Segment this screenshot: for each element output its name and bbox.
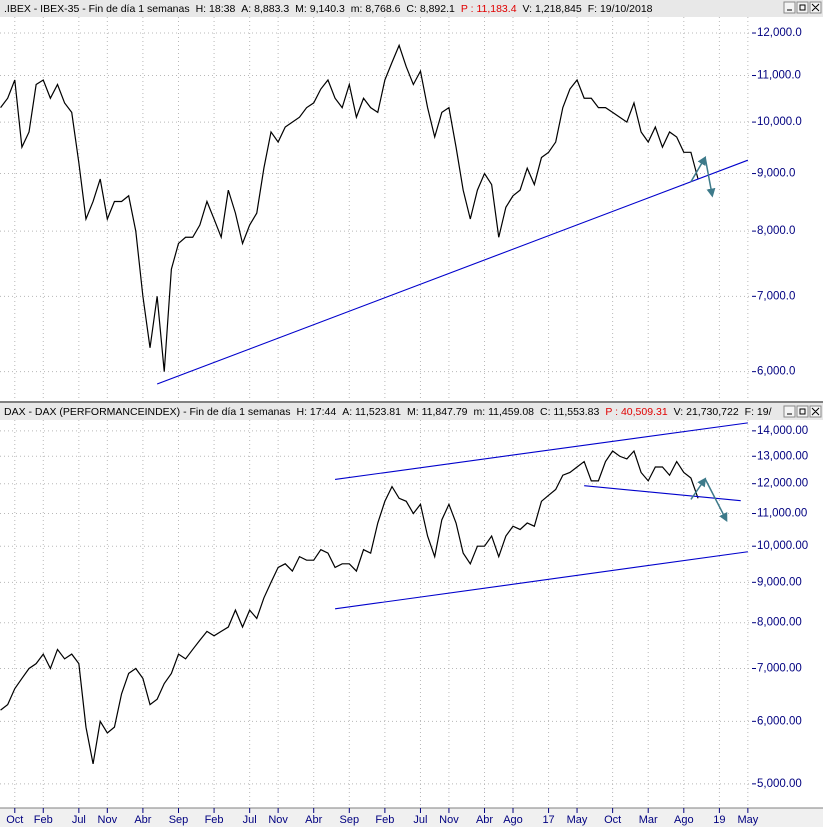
header-item: m: 11,459.08	[474, 406, 535, 418]
x-tick-label: Nov	[439, 814, 459, 826]
price-line	[0, 43, 699, 372]
maximize-button[interactable]	[796, 1, 809, 14]
x-tick-label: Abr	[305, 814, 322, 826]
header-item: C: 11,553.83	[540, 406, 600, 418]
plot-area	[0, 17, 752, 401]
pane-header-bar	[0, 0, 823, 17]
trendline	[584, 485, 741, 502]
x-tick-label: Sep	[169, 814, 189, 826]
minimize-button[interactable]	[783, 1, 796, 14]
x-tick-label: Ago	[674, 814, 694, 826]
header-item: C: 8,892.1	[406, 3, 455, 15]
y-tick-label: 10,000.0	[757, 116, 802, 128]
header-item: F: 19/10/2018	[588, 3, 653, 15]
x-tick-label: Oct	[6, 814, 23, 826]
maximize-button[interactable]	[796, 405, 809, 418]
x-axis-band	[0, 808, 823, 827]
x-tick-label: May	[737, 814, 758, 826]
x-tick-label: Feb	[375, 814, 394, 826]
x-tick-label: Feb	[34, 814, 53, 826]
pane-header: .IBEX - IBEX-35 - Fin de día 1 semanas H:…	[4, 3, 653, 15]
button-icons	[787, 3, 820, 12]
header-item: A: 8,883.3	[241, 3, 289, 15]
header-item: V: 21,730,722	[674, 406, 739, 418]
y-tick-label: 10,000.00	[757, 540, 808, 552]
price-line	[0, 449, 699, 764]
x-tick-label: Jul	[72, 814, 86, 826]
header-item: P : 40,509.31	[605, 406, 667, 418]
header-item: P : 11,183.4	[461, 3, 517, 15]
y-tick-label: 13,000.00	[757, 450, 808, 462]
x-tick-label: Feb	[205, 814, 224, 826]
header-item: H: 17:44	[297, 406, 337, 418]
y-tick-label: 7,000.00	[757, 663, 802, 675]
y-tick-label: 11,000.0	[757, 70, 801, 82]
y-tick-label: 5,000.00	[757, 778, 802, 790]
y-tick-label: 6,000.00	[757, 715, 802, 727]
pane-header: DAX - DAX (PERFORMANCEINDEX) - Fin de dí…	[4, 406, 772, 418]
y-tick-label: 9,000.00	[757, 576, 802, 588]
x-tick-label: Ago	[503, 814, 523, 826]
header-item: DAX - DAX (PERFORMANCEINDEX) - Fin de dí…	[4, 406, 291, 418]
y-tick-label: 11,000.00	[757, 508, 807, 520]
y-tick-label: 7,000.0	[757, 290, 795, 302]
x-tick-label: Jul	[243, 814, 257, 826]
header-item: A: 11,523.81	[342, 406, 401, 418]
minimize-button[interactable]	[783, 405, 796, 418]
y-tick-label: 8,000.0	[757, 225, 795, 237]
x-tick-label: May	[567, 814, 588, 826]
pane-header-bar	[0, 403, 823, 420]
y-tick-label: 6,000.0	[757, 366, 795, 378]
plot-area	[0, 420, 752, 808]
header-item: H: 18:38	[196, 3, 236, 15]
y-tick-label: 12,000.0	[757, 27, 802, 39]
x-tick-label: Nov	[268, 814, 288, 826]
projection-arrow	[690, 155, 707, 183]
y-tick-label: 9,000.0	[757, 168, 795, 180]
button-icons	[787, 407, 820, 416]
y-tick-label: 12,000.00	[757, 478, 808, 490]
trendline	[334, 551, 748, 610]
header-item: M: 9,140.3	[295, 3, 345, 15]
projection-arrow	[704, 478, 728, 523]
trendline	[334, 422, 748, 480]
x-tick-label: Abr	[134, 814, 151, 826]
window-buttons[interactable]	[783, 1, 822, 418]
header-item: m: 8,768.6	[351, 3, 401, 15]
x-tick-label: Nov	[98, 814, 118, 826]
header-item: M: 11,847.79	[407, 406, 468, 418]
projection-arrow	[690, 477, 707, 500]
trendline	[156, 159, 749, 385]
y-tick-label: 8,000.00	[757, 617, 802, 629]
header-item: F: 19/	[745, 406, 772, 418]
x-tick-label: 19	[713, 814, 725, 826]
x-tick-label: Mar	[639, 814, 658, 826]
x-tick-label: Oct	[604, 814, 621, 826]
y-tick-label: 14,000.00	[757, 425, 808, 437]
header-item: .IBEX - IBEX-35 - Fin de día 1 semanas	[4, 3, 190, 15]
x-tick-label: Jul	[413, 814, 427, 826]
x-tick-label: Sep	[340, 814, 360, 826]
x-tick-label: Abr	[476, 814, 493, 826]
x-tick-label: 17	[542, 814, 554, 826]
projection-arrow	[704, 157, 716, 198]
header-item: V: 1,218,845	[523, 3, 582, 15]
